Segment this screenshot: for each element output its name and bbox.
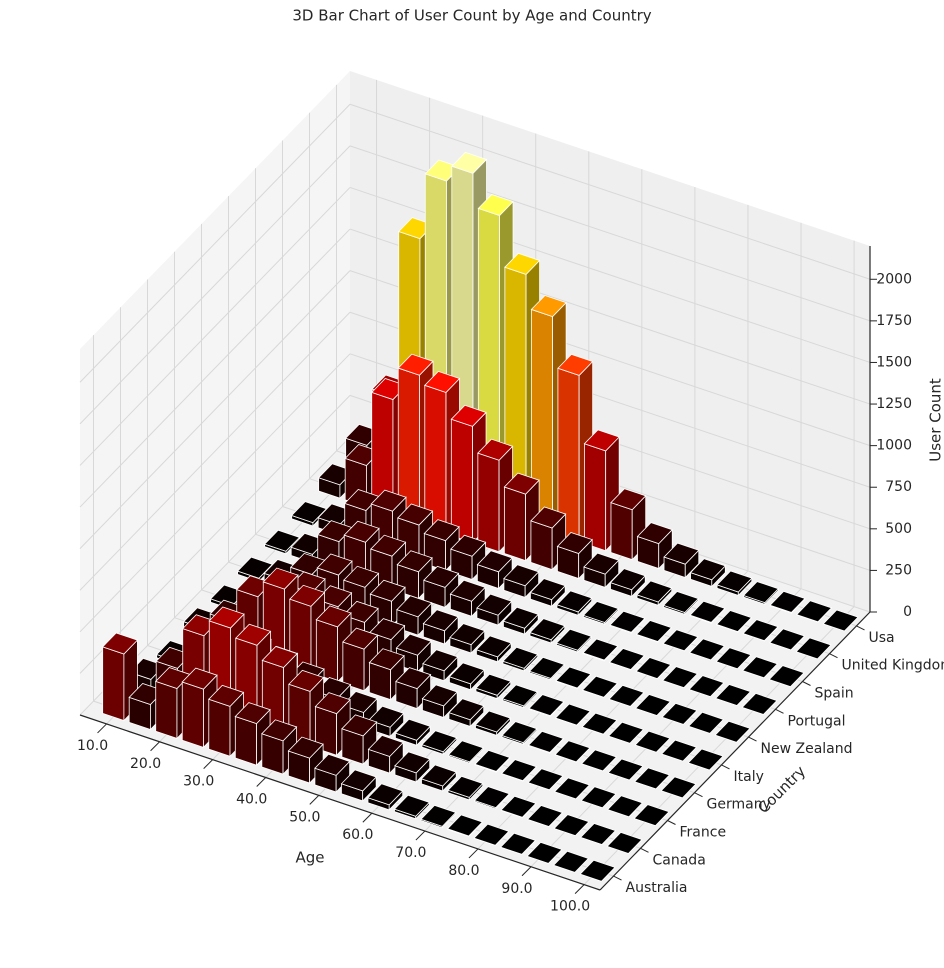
z-tick-label: 750 (885, 479, 912, 495)
country-tick-label: Spain (815, 686, 854, 702)
country-tick-label: United Kingdom (842, 658, 944, 674)
x-tick (151, 742, 160, 751)
x-tick (469, 849, 478, 858)
z-tick-label: 250 (885, 562, 912, 578)
country-tick (722, 765, 730, 769)
bar-front (478, 453, 499, 552)
bar-front (584, 444, 605, 551)
x-tick-label: 70.0 (395, 845, 426, 861)
x-tick (575, 885, 584, 894)
country-tick (857, 626, 865, 630)
country-tick (614, 876, 622, 880)
x-tick (416, 831, 425, 840)
x-tick (204, 760, 213, 769)
country-tick-label: Australia (626, 880, 688, 896)
bar-front (235, 716, 256, 765)
x-tick-label: 20.0 (130, 756, 161, 772)
country-tick-label: France (680, 825, 727, 841)
bar-front (451, 419, 472, 543)
x-tick (522, 867, 531, 876)
x-tick-label: 100.0 (550, 899, 590, 915)
x-tick-label: 30.0 (183, 774, 214, 790)
z-tick-label: 1500 (876, 354, 912, 370)
x-tick-label: 40.0 (236, 792, 267, 808)
country-tick-label: New Zealand (761, 741, 853, 757)
bar-front (504, 487, 525, 561)
country-tick (641, 848, 649, 852)
bar-front (103, 647, 124, 721)
z-tick-label: 1750 (876, 313, 912, 329)
x-tick-label: 80.0 (448, 863, 479, 879)
country-tick (695, 793, 703, 797)
bar-front (531, 521, 552, 570)
x-tick-label: 10.0 (77, 738, 108, 754)
country-tick-label: Canada (653, 852, 706, 868)
country-tick-label: Portugal (788, 713, 846, 729)
country-tick (776, 709, 784, 713)
x-tick-label: 90.0 (501, 881, 532, 897)
x-axis-label: Age (295, 849, 324, 867)
z-tick-label: 1250 (876, 396, 912, 412)
x-tick (257, 778, 266, 787)
bar-front (156, 681, 177, 738)
x-tick-label: 60.0 (342, 827, 373, 843)
x-tick (98, 724, 107, 733)
z-tick-label: 0 (903, 604, 912, 620)
country-tick (668, 821, 676, 825)
x-tick-label: 50.0 (289, 809, 320, 825)
country-tick-label: Italy (734, 769, 764, 785)
chart-title: 3D Bar Chart of User Count by Age and Co… (292, 7, 651, 25)
bar-front (182, 682, 203, 747)
z-tick-label: 1000 (876, 438, 912, 454)
x-tick (310, 795, 319, 804)
z-axis-label: User Count (927, 378, 944, 462)
z-tick-label: 500 (885, 521, 912, 537)
country-tick (830, 654, 838, 658)
country-tick (803, 682, 811, 686)
bar-front (209, 699, 230, 756)
country-tick-label: Usa (869, 630, 895, 646)
x-tick (363, 813, 372, 822)
country-tick (749, 737, 757, 741)
bar-front (611, 503, 632, 560)
z-tick-label: 2000 (876, 271, 912, 287)
